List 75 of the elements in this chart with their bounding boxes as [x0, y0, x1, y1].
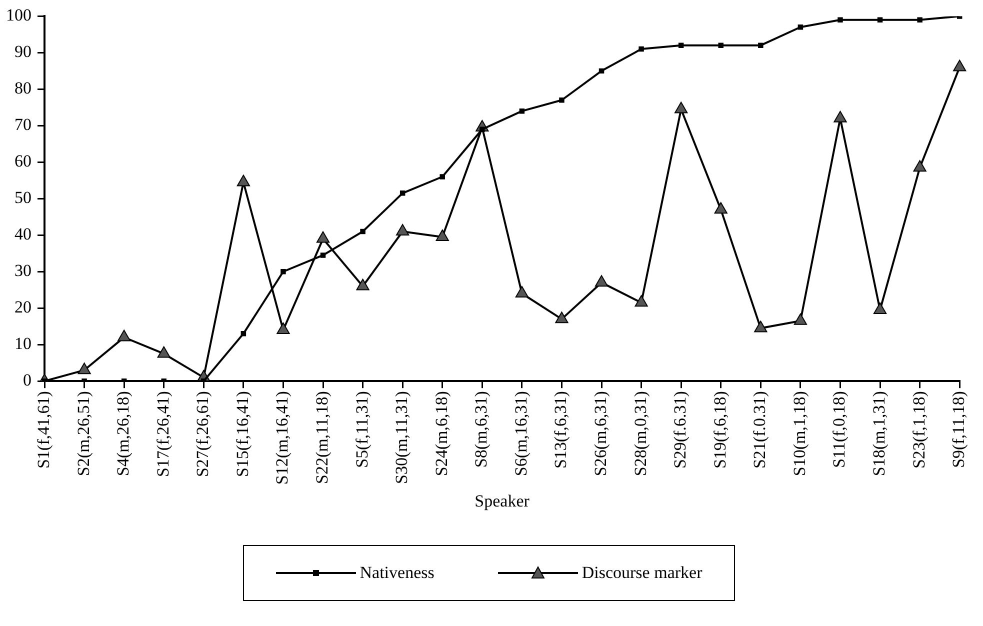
x-tick-label: S9(f,11,18): [949, 391, 968, 468]
point: [718, 42, 724, 48]
point: [758, 42, 764, 48]
y-tick-label: 30: [14, 261, 32, 280]
point: [598, 68, 604, 74]
point: [838, 17, 843, 22]
x-tick-label: S8(m,6,31): [472, 391, 491, 468]
y-tick-label: 60: [14, 152, 32, 171]
point: [917, 17, 922, 22]
x-tick-label: S5(f,11,31): [352, 391, 372, 468]
x-tick-label: S21(f.0.31): [750, 391, 770, 469]
y-tick-label: 40: [14, 224, 32, 244]
x-tick-label: S4(m,26,18): [114, 391, 133, 476]
x-tick-label: S1(f,41,61): [34, 391, 53, 469]
point: [316, 231, 330, 243]
x-tick-label: S26(m,6,31): [590, 391, 610, 476]
point: [714, 202, 728, 214]
point: [515, 286, 529, 298]
x-tick-label: S11(f,0,18): [830, 391, 849, 468]
point: [400, 190, 406, 196]
point: [236, 174, 250, 186]
legend-label: Discourse marker: [582, 563, 702, 583]
x-tick-label: S19(f,6,18): [710, 391, 730, 469]
point: [794, 313, 808, 325]
point: [436, 229, 449, 241]
x-tick-label: S29(f.6.31): [670, 391, 690, 469]
point: [594, 275, 608, 287]
point: [674, 102, 688, 114]
point: [78, 362, 91, 374]
point: [638, 46, 644, 52]
point: [440, 174, 445, 180]
point: [877, 17, 883, 22]
y-tick-label: 0: [23, 370, 32, 390]
point: [519, 108, 525, 114]
x-tick-label: S6(m,16,31): [511, 391, 530, 476]
point: [118, 330, 131, 342]
point: [360, 228, 366, 234]
point: [754, 320, 768, 332]
point: [873, 302, 887, 314]
x-tick-label: S13(f,6,31): [551, 391, 570, 469]
point: [356, 278, 370, 290]
point: [157, 346, 170, 358]
point: [396, 224, 410, 236]
x-tick-label: S15(f,16,41): [232, 391, 252, 478]
x-tick-label: S27(f,26,61): [193, 391, 212, 478]
point: [678, 42, 684, 48]
x-tick-label: S28(m,0,31): [630, 391, 650, 476]
point: [480, 126, 485, 132]
point: [634, 295, 648, 307]
x-axis-title: Speaker: [474, 491, 530, 510]
point: [555, 312, 568, 324]
y-tick-label: 70: [14, 115, 32, 134]
x-tick-label: S12(m,16,41): [272, 391, 292, 485]
point: [798, 24, 804, 30]
x-tick-label: S10(m,1,18): [790, 391, 809, 476]
y-tick-label: 100: [6, 6, 32, 25]
x-tick-label: S30(m,11,31): [392, 391, 412, 484]
y-tick-label: 50: [14, 188, 32, 208]
x-tick-label: S23(f,1,18): [909, 391, 928, 469]
y-tick-label: 20: [14, 298, 32, 317]
legend-label: Nativeness: [360, 563, 434, 583]
y-tick-label: 10: [14, 334, 32, 354]
point: [320, 252, 326, 258]
x-tick-label: S18(m,1,31): [869, 391, 888, 476]
point: [834, 110, 847, 122]
point: [280, 269, 286, 274]
point: [559, 98, 564, 103]
x-tick-label: S2(m,26,51): [74, 391, 93, 476]
y-tick-label: 80: [14, 78, 32, 98]
point: [913, 160, 926, 172]
point: [276, 322, 290, 334]
x-tick-label: S24(m,6,18): [432, 391, 451, 476]
y-tick-label: 90: [14, 42, 32, 62]
x-tick-label: S17(f,26,41): [153, 391, 172, 478]
x-tick-label: S22(m,11,18): [312, 391, 332, 484]
